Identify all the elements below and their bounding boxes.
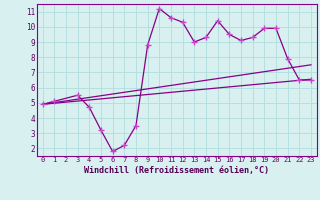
X-axis label: Windchill (Refroidissement éolien,°C): Windchill (Refroidissement éolien,°C) (84, 166, 269, 175)
